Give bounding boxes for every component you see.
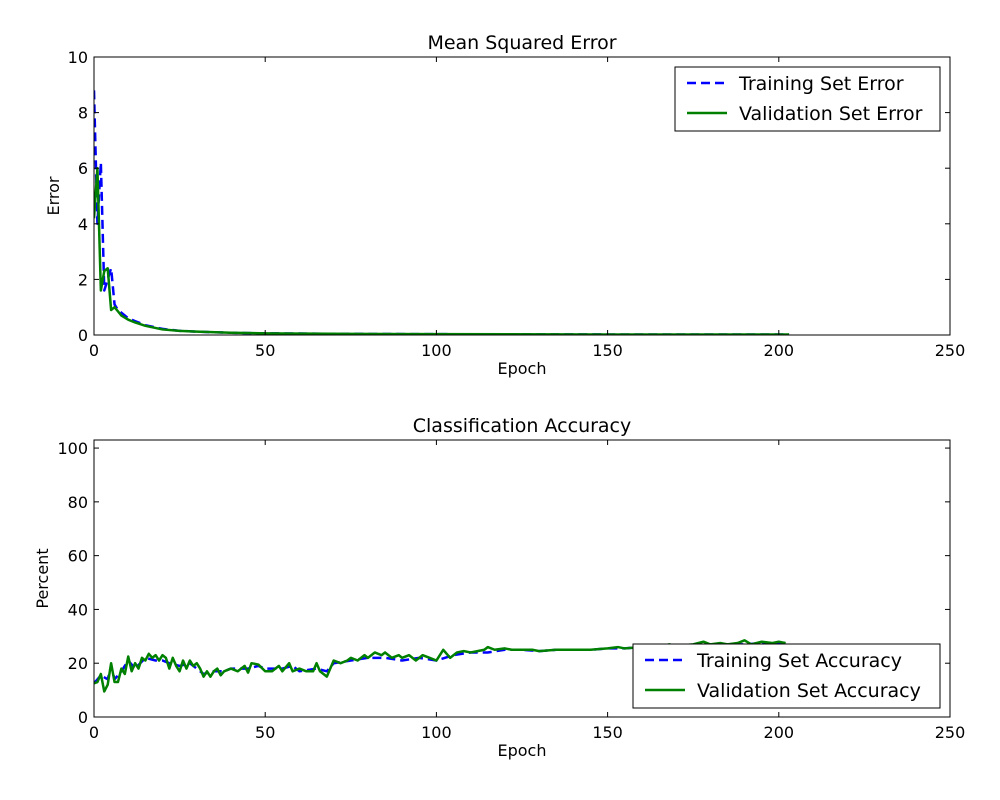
legend-box <box>632 643 941 709</box>
x-tick-label: 150 <box>592 341 623 360</box>
legend: Training Set Error Validation Set Error <box>674 66 941 132</box>
x-tick-label: 250 <box>935 341 966 360</box>
chart-title: Classification Accuracy <box>413 415 632 437</box>
x-tick-label: 0 <box>89 723 99 742</box>
legend-entry: Training Set Error <box>738 73 904 95</box>
x-tick-label: 100 <box>421 723 452 742</box>
axes-frame <box>93 56 951 336</box>
y-tick-label: 80 <box>68 493 88 512</box>
legend-entry: Validation Set Error <box>739 103 923 125</box>
y-tick-label: 2 <box>78 270 88 289</box>
legend-entry: Validation Set Accuracy <box>697 680 921 702</box>
legend: Training Set Accuracy Validation Set Accu… <box>632 643 941 709</box>
y-tick-label: 0 <box>78 326 88 345</box>
x-tick-label: 100 <box>421 341 452 360</box>
y-tick-label: 4 <box>78 215 88 234</box>
x-axis-label: Epoch <box>498 359 547 378</box>
y-tick-label: 8 <box>78 104 88 123</box>
y-axis-label: Percent <box>33 548 52 608</box>
y-tick-label: 60 <box>68 547 88 566</box>
x-tick-label: 50 <box>255 341 275 360</box>
x-axis-label: Epoch <box>498 741 547 760</box>
series-line-training-set-error <box>94 90 790 335</box>
legend-box <box>674 66 941 132</box>
chart-mean-squared-error: 0 50 100 150 200 250 0 2 4 6 8 10 Mean Squared Error… <box>44 32 965 378</box>
series-line-validation-set-error <box>94 166 790 335</box>
y-axis-label: Error <box>44 176 63 215</box>
x-tick-label: 200 <box>764 723 795 742</box>
x-tick-label: 0 <box>89 341 99 360</box>
y-tick-label: 100 <box>57 439 88 458</box>
legend-entry: Training Set Accuracy <box>696 650 902 672</box>
y-tick-label: 6 <box>78 159 88 178</box>
x-tick-label: 150 <box>592 723 623 742</box>
x-tick-label: 50 <box>255 723 275 742</box>
y-tick-label: 10 <box>68 48 88 67</box>
chart-title: Mean Squared Error <box>427 32 616 54</box>
y-tick-label: 40 <box>68 600 88 619</box>
y-tick-label: 20 <box>68 654 88 673</box>
chart-classification-accuracy: 0 50 100 150 200 250 0 20 40 60 80 100 Classificatio… <box>33 415 965 760</box>
y-tick-label: 0 <box>78 708 88 727</box>
axes-frame <box>93 439 951 718</box>
series-line-validation-set-accuracy <box>94 639 786 693</box>
x-tick-label: 250 <box>935 723 966 742</box>
x-tick-label: 200 <box>764 341 795 360</box>
plot-area <box>94 90 790 335</box>
